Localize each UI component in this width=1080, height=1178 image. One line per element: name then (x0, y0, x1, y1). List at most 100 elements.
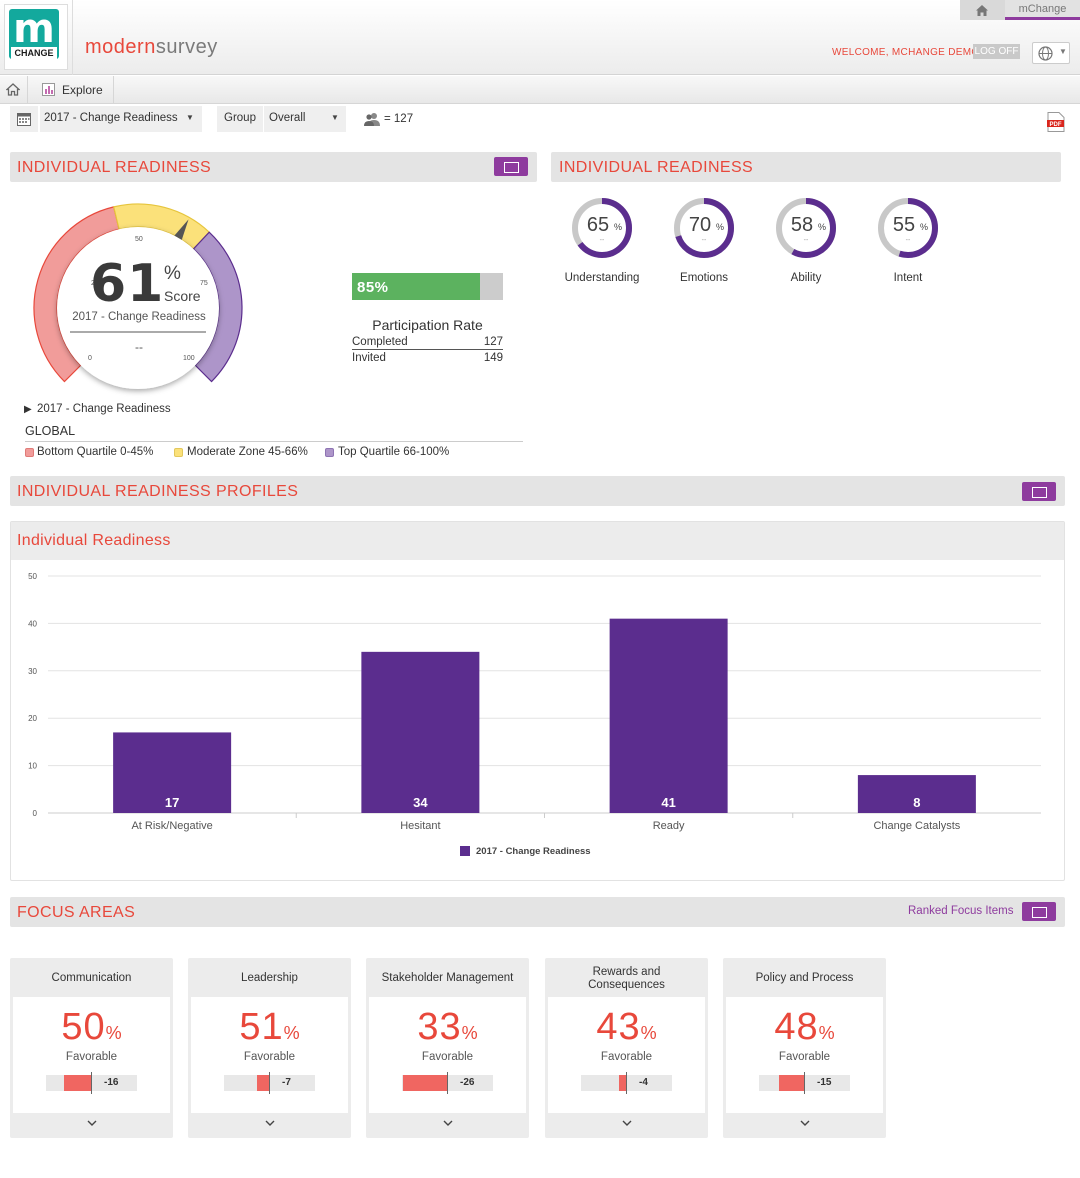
focus-delta-fill (402, 1075, 447, 1091)
expand-triangle-icon[interactable]: ▶ (24, 404, 32, 415)
chart-header (11, 522, 1064, 560)
chevron-down-icon[interactable] (366, 1118, 529, 1129)
focus-delta-zero (804, 1072, 805, 1094)
focus-card[interactable]: Rewards and Consequences 43% Favorable -4 (545, 958, 708, 1138)
focus-card[interactable]: Leadership 51% Favorable -7 (188, 958, 351, 1138)
ring-fill (878, 198, 938, 258)
focus-card-title: Communication (51, 972, 132, 984)
svg-text:PDF: PDF (1050, 122, 1062, 128)
logo-sub: CHANGE (11, 47, 57, 59)
focus-card-pct: 48% (723, 1006, 886, 1056)
focus-delta-bar: -16 (46, 1072, 137, 1094)
focus-delta-zero (626, 1072, 627, 1094)
logo-letter: m (13, 6, 55, 52)
readiness-compare: -- (135, 340, 143, 354)
nav-home-button[interactable] (0, 76, 28, 104)
respondent-count: = 127 (384, 113, 414, 125)
expand-icon[interactable] (1022, 902, 1056, 921)
gauge-tick-100: 100 (183, 355, 195, 362)
calendar-button[interactable] (10, 106, 38, 132)
gauge-needle (174, 219, 189, 240)
focus-card[interactable]: Communication 50% Favorable -16 (10, 958, 173, 1138)
completed-value: 127 (483, 336, 503, 348)
focus-delta-value: -26 (460, 1077, 475, 1088)
readiness-survey-name: 2017 - Change Readiness (72, 311, 206, 323)
chart-title: Individual Readiness (17, 532, 171, 549)
focus-card-pct: 33% (366, 1006, 529, 1056)
invited-value: 149 (483, 352, 503, 364)
survey-select[interactable] (40, 106, 202, 132)
focus-delta-bar: -4 (581, 1072, 672, 1094)
focus-card-favorable: Favorable (65, 1051, 118, 1063)
group-label: Group (224, 112, 256, 124)
chart-y-tick: 10 (28, 762, 37, 771)
focus-card[interactable]: Policy and Process 48% Favorable -15 (723, 958, 886, 1138)
chart-data-label: 8 (913, 795, 920, 810)
ring-fill (776, 198, 836, 258)
chart-y-tick: 20 (28, 714, 37, 723)
focus-pct-sign: % (461, 1023, 478, 1043)
ring-compare: -- (804, 237, 809, 244)
focus-delta-fill (778, 1075, 804, 1091)
ring-gauge: 70 % -- (674, 198, 734, 258)
ring-label: Ability (790, 272, 822, 284)
focus-pct-sign: % (640, 1023, 657, 1043)
focus-delta-fill (63, 1075, 91, 1091)
gauge-tick-0: 0 (88, 355, 92, 362)
chevron-down-icon[interactable] (723, 1118, 886, 1129)
focus-pct-sign: % (105, 1023, 122, 1043)
rings-section-header (551, 152, 1061, 182)
ring-label: Understanding (564, 272, 640, 284)
chart-x-label: Hesitant (400, 820, 440, 832)
pdf-icon[interactable]: PDF (1047, 112, 1065, 132)
focus-delta-value: -15 (817, 1077, 832, 1088)
brand-left: modern (85, 36, 156, 58)
chevron-down-icon[interactable] (545, 1118, 708, 1129)
ring-fill (572, 198, 632, 258)
focus-pct-sign: % (818, 1023, 835, 1043)
nav-explore-tab[interactable] (34, 76, 114, 104)
readiness-score: 61 (90, 254, 165, 314)
focus-pct-value: 51 (239, 1006, 284, 1048)
focus-card-favorable: Favorable (243, 1051, 296, 1063)
tab-mchange[interactable]: mChange (1005, 0, 1080, 20)
focus-card[interactable]: Stakeholder Management 33% Favorable -26 (366, 958, 529, 1138)
ring-percent-sign: % (716, 222, 724, 232)
ring-compare: -- (906, 237, 911, 244)
focus-card-title: Leadership (241, 972, 298, 984)
logo[interactable]: m CHANGE (4, 4, 68, 70)
nav-explore-label: Explore (62, 83, 103, 97)
focus-pct-value: 50 (61, 1006, 106, 1048)
chevron-down-icon[interactable] (188, 1118, 351, 1129)
expand-icon[interactable] (494, 157, 528, 176)
top-home-tab[interactable] (960, 0, 1004, 20)
legend-survey-toggle[interactable]: 2017 - Change Readiness (37, 403, 171, 415)
focus-delta-bar: -7 (224, 1072, 315, 1094)
group-value: Overall (269, 112, 306, 124)
chevron-down-icon[interactable] (10, 1118, 173, 1129)
chart-bar[interactable] (361, 651, 480, 813)
profiles-section-header (10, 476, 1065, 506)
focus-delta-value: -16 (104, 1077, 119, 1088)
focus-card-title: Policy and Process (755, 972, 854, 984)
group-select[interactable] (217, 106, 346, 132)
ring-gauge: 55 % -- (878, 198, 938, 258)
ring-percent-sign: % (920, 222, 928, 232)
chart-bar[interactable] (609, 618, 728, 813)
chart-legend-label[interactable]: 2017 - Change Readiness (476, 846, 591, 857)
expand-icon[interactable] (1022, 482, 1056, 501)
header-divider (72, 0, 73, 75)
language-select[interactable]: ▼ (1032, 42, 1070, 64)
readiness-bar-chart: 0 10 20 30 40 50 17 At Risk/Negative 34 Hesitant 4… (28, 572, 1041, 857)
chart-bar[interactable] (857, 775, 976, 813)
logoff-button[interactable]: LOG OFF (973, 44, 1020, 59)
focus-card-title: Rewards and Consequences (588, 966, 665, 991)
chart-panel (10, 521, 1065, 881)
chart-legend-swatch (460, 846, 470, 856)
ranked-focus-link[interactable]: Ranked Focus Items (908, 905, 1014, 917)
ring-compare: -- (600, 237, 605, 244)
chart-bar[interactable] (113, 732, 232, 813)
ring-item: 55% -- Intent (863, 195, 953, 290)
ring-fill (674, 198, 734, 258)
invited-label: Invited (352, 352, 386, 364)
